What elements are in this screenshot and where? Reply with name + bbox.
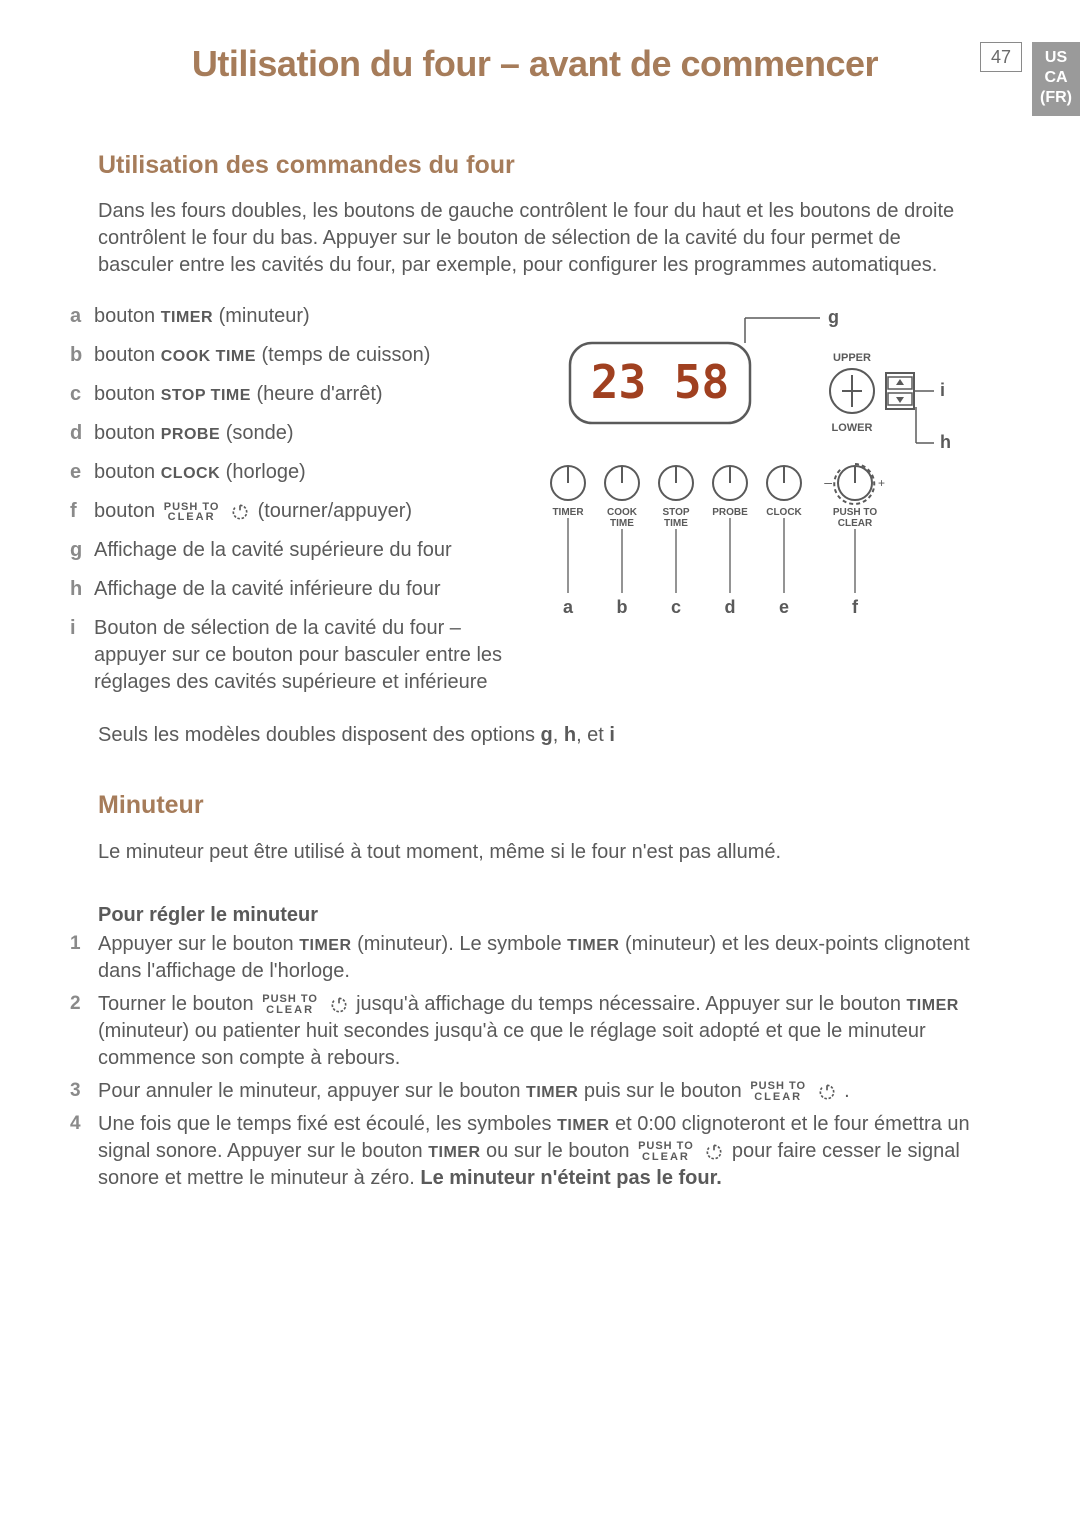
svg-text:b: b [617, 597, 628, 617]
section-timer-intro: Le minuteur peut être utilisé à tout mom… [98, 839, 970, 866]
knob-icon [704, 1142, 724, 1162]
svg-text:TIME: TIME [664, 518, 688, 529]
step-3: 3 Pour annuler le minuteur, appuyer sur … [70, 1078, 1010, 1105]
tab-line1: US [1040, 48, 1072, 68]
svg-text:CLOCK: CLOCK [766, 507, 802, 518]
section-controls-intro: Dans les fours doubles, les boutons de g… [98, 198, 970, 279]
legend-a: abouton TIMER (minuteur) [70, 303, 510, 330]
push-to-clear-badge: PUSH TOCLEAR [164, 502, 220, 523]
svg-text:PUSH TO: PUSH TO [833, 507, 877, 518]
svg-text:g: g [828, 307, 839, 327]
svg-text:i: i [940, 380, 945, 400]
push-to-clear-badge: PUSH TOCLEAR [262, 994, 318, 1015]
svg-text:+: + [878, 476, 885, 490]
svg-text:TIME: TIME [610, 518, 634, 529]
svg-text:LOWER: LOWER [832, 422, 873, 434]
timer-subheading: Pour régler le minuteur [98, 902, 1010, 929]
svg-text:TIMER: TIMER [552, 507, 584, 518]
svg-text:PROBE: PROBE [712, 507, 748, 518]
control-panel-diagram: 23 58 g UPPER LOWER i [530, 303, 960, 643]
push-to-clear-badge: PUSH TOCLEAR [750, 1081, 806, 1102]
knob-row: – + [551, 464, 885, 504]
knob-icon [230, 502, 250, 522]
knob-icon [329, 995, 349, 1015]
section-timer-heading: Minuteur [98, 789, 1010, 823]
svg-text:f: f [852, 597, 859, 617]
svg-text:d: d [725, 597, 736, 617]
svg-text:COOK: COOK [607, 507, 638, 518]
knob-icon [817, 1082, 837, 1102]
legend-b: bbouton COOK TIME (temps de cuisson) [70, 342, 510, 369]
svg-text:CLEAR: CLEAR [838, 518, 873, 529]
svg-text:–: – [824, 474, 832, 490]
legend-list: abouton TIMER (minuteur) bbouton COOK TI… [70, 303, 510, 708]
page: 47 US CA (FR) Utilisation du four – avan… [0, 0, 1080, 1258]
page-title: Utilisation du four – avant de commencer [60, 40, 1010, 89]
svg-text:c: c [671, 597, 681, 617]
svg-text:UPPER: UPPER [833, 352, 871, 364]
region-tab: US CA (FR) [1032, 42, 1080, 116]
step-4: 4 Une fois que le temps fixé est écoulé,… [70, 1111, 1010, 1192]
double-model-note: Seuls les modèles doubles disposent des … [98, 722, 1010, 749]
svg-text:h: h [940, 432, 951, 452]
step-1: 1 Appuyer sur le bouton TIMER (minuteur)… [70, 931, 1010, 985]
push-to-clear-badge: PUSH TOCLEAR [638, 1141, 694, 1162]
legend-h: hAffichage de la cavité inférieure du fo… [70, 576, 510, 603]
legend-e: ebouton CLOCK (horloge) [70, 459, 510, 486]
timer-steps: 1 Appuyer sur le bouton TIMER (minuteur)… [70, 931, 1010, 1192]
section-controls-heading: Utilisation des commandes du four [98, 149, 1010, 183]
svg-text:STOP: STOP [662, 507, 689, 518]
step-2: 2 Tourner le bouton PUSH TOCLEAR jusqu'à… [70, 991, 1010, 1072]
legend-d: dbouton PROBE (sonde) [70, 420, 510, 447]
svg-text:a: a [563, 597, 574, 617]
page-number: 47 [980, 42, 1022, 72]
legend-g: gAffichage de la cavité supérieure du fo… [70, 537, 510, 564]
legend-i: iBouton de sélection de la cavité du fou… [70, 615, 510, 696]
legend-c: cbouton STOP TIME (heure d'arrêt) [70, 381, 510, 408]
tab-line3: (FR) [1040, 88, 1072, 108]
svg-text:e: e [779, 597, 789, 617]
tab-line2: CA [1040, 68, 1072, 88]
display-time: 23 58 [591, 355, 729, 409]
legend-f: fbouton PUSH TOCLEAR (tourner/appuyer) [70, 498, 510, 525]
